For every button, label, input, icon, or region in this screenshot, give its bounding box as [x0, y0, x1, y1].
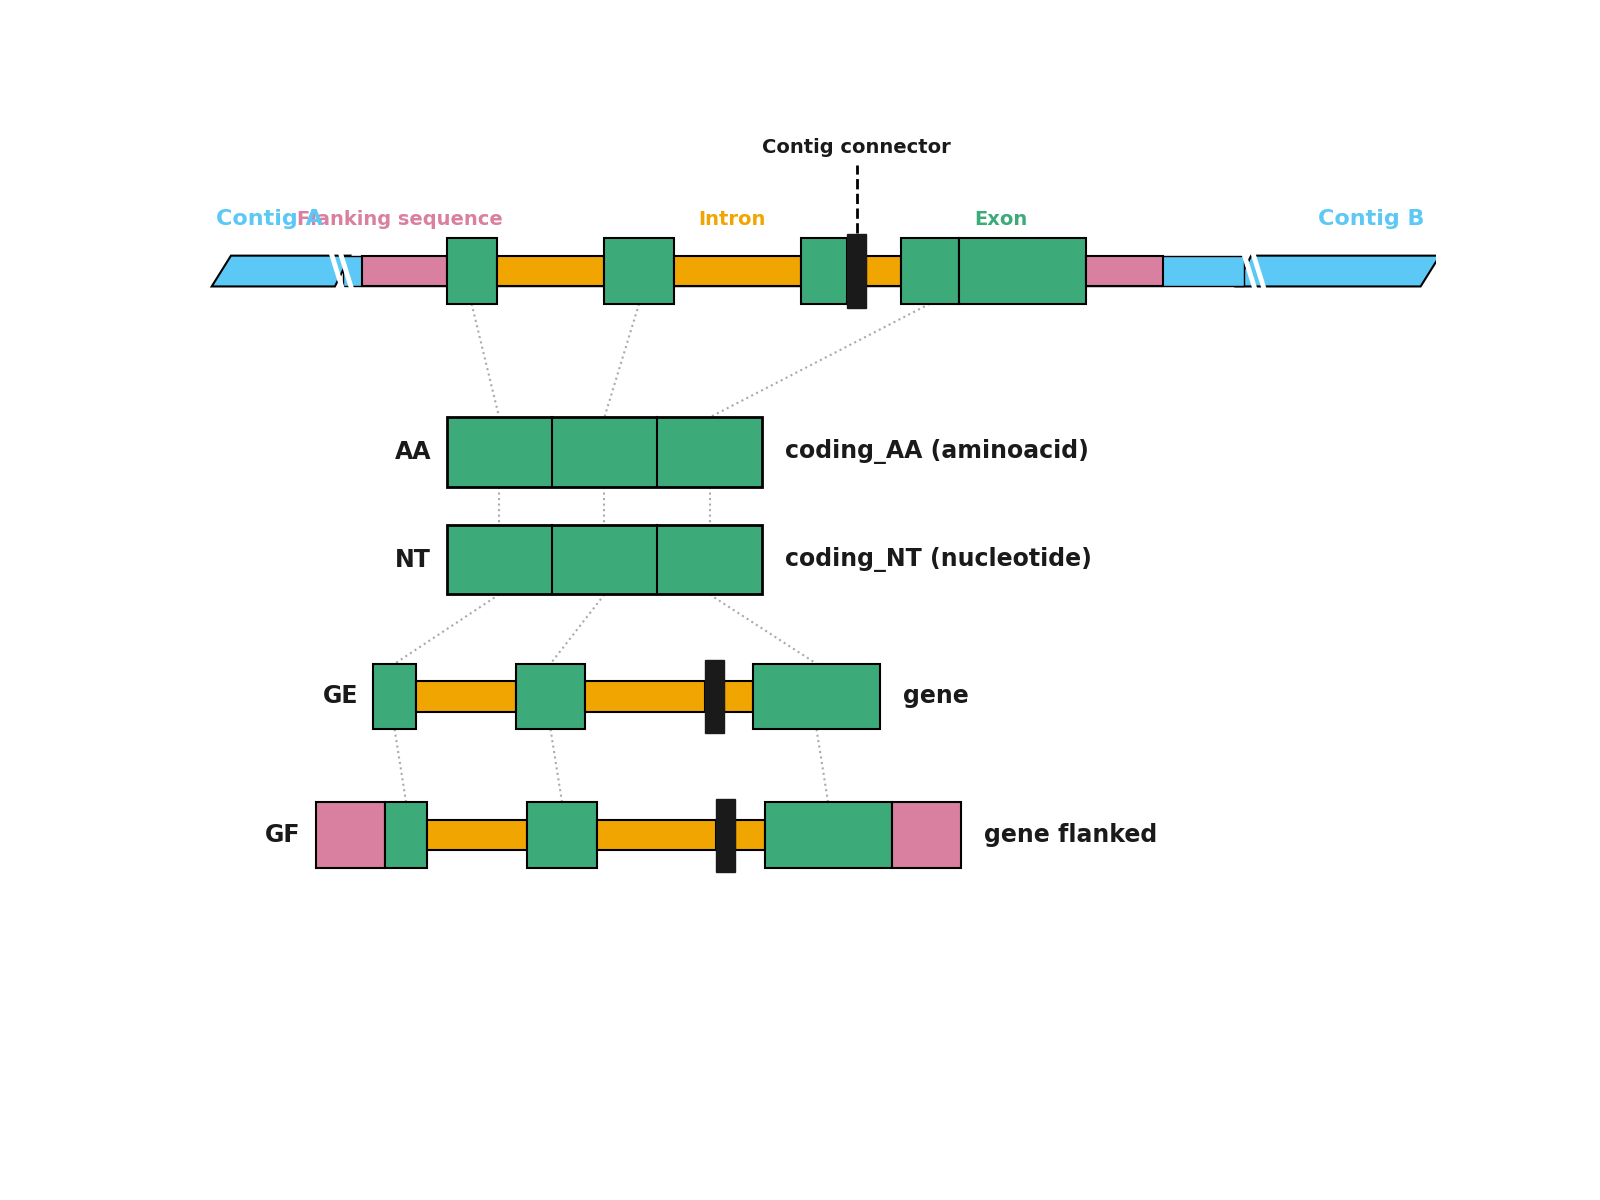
Bar [891, 803, 962, 868]
Bar [597, 820, 717, 851]
Bar [704, 660, 723, 733]
Bar [674, 256, 800, 287]
Bar [717, 798, 736, 871]
Bar [586, 682, 704, 712]
Text: coding_AA (aminoacid): coding_AA (aminoacid) [786, 439, 1090, 464]
Bar [427, 820, 528, 851]
Text: GF: GF [264, 823, 301, 847]
Bar [446, 239, 496, 304]
Bar [496, 256, 605, 287]
Bar [362, 256, 446, 287]
Bar [958, 239, 1086, 304]
Bar [446, 418, 762, 487]
Text: gene flanked: gene flanked [984, 823, 1157, 847]
Bar [800, 239, 846, 304]
Text: coding_NT (nucleotide): coding_NT (nucleotide) [786, 547, 1093, 572]
Text: AA: AA [395, 440, 430, 464]
Bar [528, 803, 597, 868]
Text: Contig connector: Contig connector [762, 138, 950, 157]
Bar [765, 803, 891, 868]
Bar [1086, 256, 1163, 287]
Text: Intron: Intron [698, 210, 765, 229]
Bar [515, 664, 586, 730]
Bar [315, 803, 386, 868]
Text: Contig B: Contig B [1318, 209, 1424, 229]
Bar [723, 682, 754, 712]
Bar [754, 664, 880, 730]
Text: Flanking sequence: Flanking sequence [298, 210, 504, 229]
Text: GE: GE [323, 684, 358, 708]
Text: gene: gene [902, 684, 970, 708]
Bar [386, 803, 427, 868]
Bar [416, 682, 515, 712]
Bar [846, 234, 866, 307]
Bar [373, 664, 416, 730]
Bar [342, 256, 1243, 287]
Text: Contig A: Contig A [216, 209, 322, 229]
Bar [866, 256, 901, 287]
Bar [736, 820, 765, 851]
Bar [901, 239, 958, 304]
Bar [605, 239, 674, 304]
Text: Exon: Exon [974, 210, 1027, 229]
Bar [446, 526, 762, 594]
Polygon shape [211, 256, 350, 287]
Polygon shape [1235, 256, 1440, 287]
Text: NT: NT [395, 547, 430, 571]
